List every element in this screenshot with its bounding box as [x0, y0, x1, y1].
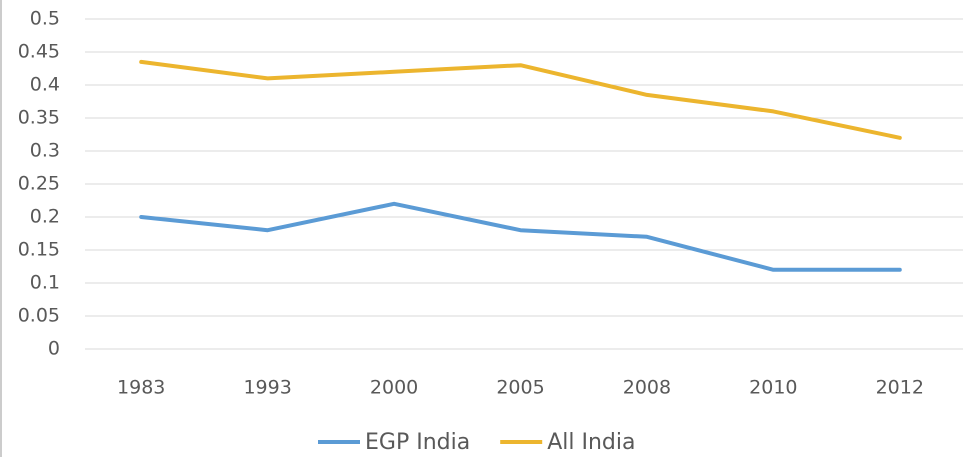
y-tick-label: 0.2 — [30, 206, 60, 228]
y-tick-label: 0.35 — [18, 107, 60, 129]
y-tick-label: 0.5 — [30, 8, 60, 30]
x-tick-label: 2008 — [623, 377, 671, 399]
data-line — [139, 59, 902, 140]
x-tick-label: 2000 — [370, 377, 418, 399]
y-tick-label: 0 — [48, 338, 60, 360]
legend-label: EGP India — [365, 430, 470, 455]
y-tick-label: 0.15 — [18, 239, 60, 261]
x-tick-label: 1983 — [117, 377, 165, 399]
y-tick-label: 0.45 — [18, 41, 60, 63]
y-tick-label: 0.25 — [18, 173, 60, 195]
y-tick-label: 0.4 — [30, 74, 60, 96]
x-tick-label: 2005 — [496, 377, 544, 399]
x-tick-label: 2012 — [876, 377, 924, 399]
y-tick-label: 0.3 — [30, 140, 60, 162]
data-line — [139, 201, 902, 272]
x-tick-label: 1993 — [243, 377, 291, 399]
y-tick-label: 0.1 — [30, 272, 60, 294]
y-tick-label: 0.05 — [18, 305, 60, 327]
legend-label: All India — [547, 430, 635, 455]
x-tick-label: 2010 — [749, 377, 797, 399]
